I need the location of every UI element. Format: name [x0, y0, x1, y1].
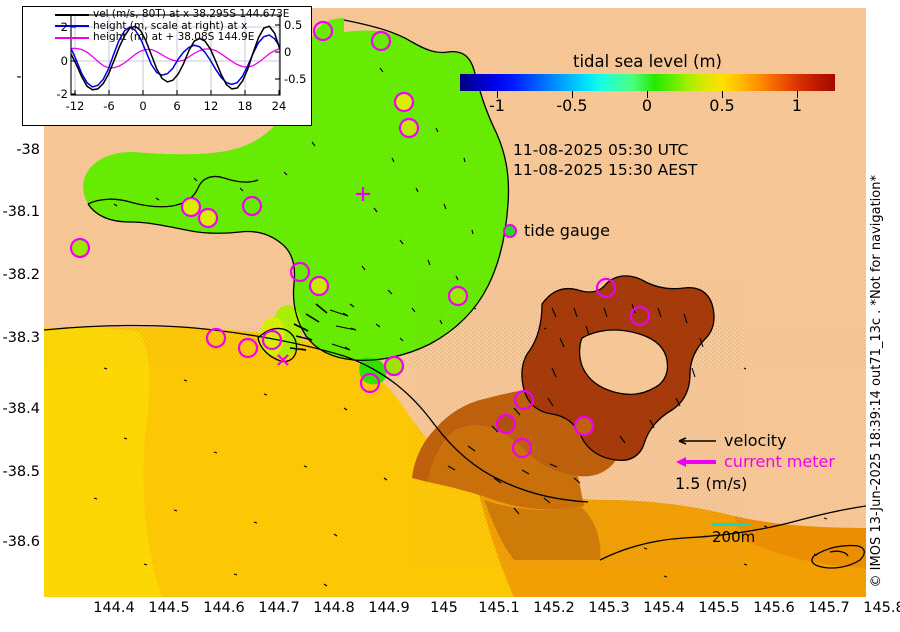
coastline: [44, 19, 866, 569]
chart-legend-item: vel (m/s, 80T) at x 38.295S 144.673E: [55, 8, 290, 21]
chart-xtick: 0: [139, 99, 147, 113]
current-meter-arrow-icon: [676, 456, 716, 467]
scale-bar-label: 200m: [712, 528, 756, 546]
current-meter-legend-row: current meter: [675, 451, 835, 472]
xtick: 145: [430, 600, 458, 616]
ytick: -38.3: [2, 330, 40, 346]
colorbar-gradient: [460, 74, 835, 91]
xtick: 145.4: [643, 600, 685, 616]
chart-ytick-right: -0.5: [284, 72, 307, 86]
legend-label-velocity: vel (m/s, 80T) at x 38.295S 144.673E: [93, 8, 290, 20]
poi-markers: [277, 187, 370, 366]
colorbar-title: tidal sea level (m): [573, 52, 722, 71]
ytick: -38.5: [2, 464, 40, 480]
xtick: 145.7: [808, 600, 850, 616]
legend-swatch-height-plus: [55, 36, 89, 39]
colorbar-ticklabel: 1: [791, 96, 803, 115]
chart-xtick: -6: [103, 99, 115, 113]
velocity-vectors: [93, 67, 828, 587]
x-marker: [277, 354, 289, 366]
plus-marker: [356, 187, 370, 201]
velocity-scale-label: 1.5 (m/s): [675, 474, 748, 493]
ytick: -38.4: [2, 401, 40, 417]
xtick: 145.8: [863, 600, 900, 616]
colorbar-ticks: -1 -0.5 0 0.5 1: [460, 91, 835, 115]
current-meter-legend-label: current meter: [724, 452, 835, 471]
chart-xtick: 24: [271, 99, 287, 113]
xtick: 145.6: [753, 600, 795, 616]
timestamp-utc: 11-08-2025 05:30 UTC: [513, 141, 689, 159]
chart-ytick-left: 0: [60, 54, 68, 68]
xtick: 144.6: [203, 600, 245, 616]
ytick: -38.2: [2, 267, 40, 283]
colorbar-ticklabel: -0.5: [556, 96, 588, 115]
velocity-legend-row: velocity: [675, 430, 835, 451]
chart-xtick: 12: [203, 99, 219, 113]
xtick: 145.5: [698, 600, 740, 616]
chart-legend: vel (m/s, 80T) at x 38.295S 144.673E hei…: [55, 8, 290, 44]
legend-swatch-height-x: [55, 25, 89, 28]
xtick: 145.1: [478, 600, 520, 616]
tide-gauge-legend: tide gauge: [503, 221, 610, 240]
xtick: 144.4: [93, 600, 135, 616]
timestamp-block: 11-08-2025 05:30 UTC 11-08-2025 15:30 AE…: [513, 140, 697, 180]
legend-label-height-x: height (m, scale at right) at x: [93, 19, 248, 32]
xtick: 144.8: [313, 600, 355, 616]
xtick: 145.3: [588, 600, 630, 616]
western-port-tidefield: [412, 275, 744, 568]
xtick: 144.7: [258, 600, 300, 616]
chart-series: [70, 25, 281, 91]
colorbar-ticklabel: -1: [489, 96, 505, 115]
xtick: 144.5: [148, 600, 190, 616]
chart-ytick-right: 0: [284, 45, 292, 59]
ytick: -38.1: [2, 204, 40, 220]
velocity-legend-label: velocity: [724, 431, 787, 450]
timeseries-inset-panel[interactable]: vel (m/s, 80T) at x 38.295S 144.673E hei…: [22, 6, 312, 126]
colorbar: tidal sea level (m) -1 -0.5 0 0.5 1: [460, 52, 835, 115]
velocity-arrow-icon: [678, 436, 716, 445]
map-graphic: [44, 8, 866, 597]
chart-legend-item: height (m) at + 38.08S 144.9E: [55, 31, 289, 44]
map-panel[interactable]: [44, 8, 866, 597]
credit-text: © IMOS 13-Jun-2025 18:39:14 out71_13c . …: [869, 175, 884, 588]
ytick: -38: [16, 142, 40, 158]
xtick: 145.2: [533, 600, 575, 616]
legend-swatch-velocity: [55, 13, 89, 16]
chart-ytick-left: 2: [60, 20, 68, 34]
chart-ytick-right: 0.5: [284, 18, 303, 32]
tide-gauge-legend-label: tide gauge: [524, 221, 610, 240]
chart-xtick: -12: [65, 99, 85, 113]
ytick: -38.6: [2, 534, 40, 550]
chart-xtick: 18: [237, 99, 253, 113]
timestamp-local: 11-08-2025 15:30 AEST: [513, 161, 698, 179]
chart-xtick: 6: [173, 99, 181, 113]
colorbar-ticklabel: 0.5: [709, 96, 735, 115]
colorbar-ticklabel: 0: [641, 96, 653, 115]
scale-bar: 200m: [712, 523, 755, 546]
xtick: 144.9: [368, 600, 410, 616]
chart-legend-item: height (m, scale at right) at x: [55, 19, 289, 33]
scale-bar-line: [712, 523, 750, 526]
velocity-legend: velocity current meter 1.5 (m/s): [675, 430, 835, 493]
chart-ytick-left: -2: [56, 87, 68, 101]
legend-label-height-plus: height (m) at + 38.08S 144.9E: [93, 31, 255, 43]
tide-gauge-markers[interactable]: [69, 20, 651, 459]
tide-gauge-icon: [503, 223, 517, 238]
